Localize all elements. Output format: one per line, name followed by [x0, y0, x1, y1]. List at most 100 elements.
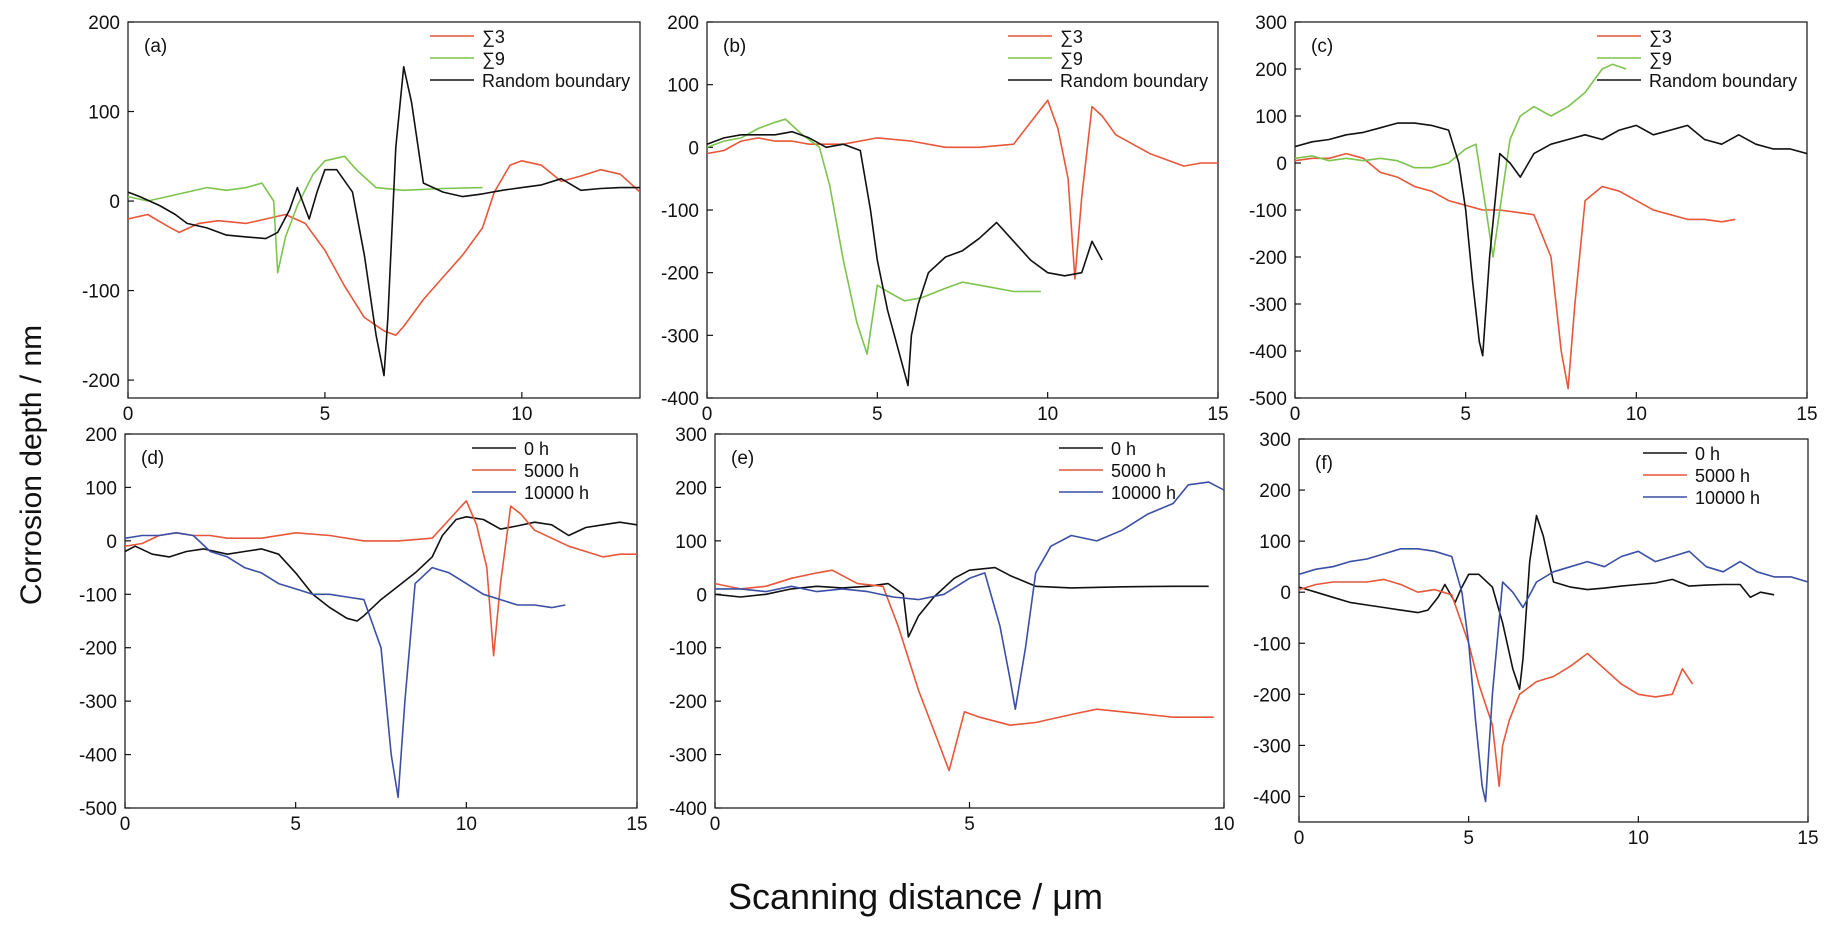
y-tick-label: 0 — [1276, 154, 1287, 175]
panel-4: 0 5 10 300 200 100 0 -100 -200 -300 -400 (e) 0 h5000… — [669, 425, 1235, 835]
x-tick-label: 10 — [1628, 828, 1649, 849]
series-line-2 — [707, 130, 1103, 387]
legend-label: 0 h — [1111, 439, 1136, 459]
y-tick-label: -100 — [661, 201, 699, 222]
y-tick-label: -300 — [661, 326, 699, 347]
series-line-1 — [707, 118, 1041, 355]
series-line-1 — [125, 499, 637, 657]
series-line-0 — [715, 566, 1209, 638]
x-tick-label: 0 — [710, 814, 721, 835]
x-tick-label: 0 — [702, 404, 713, 425]
x-tick-label: 0 — [1294, 828, 1305, 849]
y-tick-label: 100 — [667, 76, 699, 97]
x-tick-label: 10 — [511, 404, 532, 425]
y-tick-label: 300 — [1259, 430, 1291, 451]
y-tick-label: -400 — [661, 389, 699, 410]
series-line-2 — [1299, 547, 1808, 803]
y-tick-label: -300 — [79, 692, 117, 713]
legend-label: 5000 h — [524, 461, 579, 481]
y-tick-label: 100 — [675, 532, 707, 553]
series-line-0 — [128, 160, 640, 337]
legend-label: ∑9 — [1649, 49, 1672, 69]
panel-label: (e) — [731, 448, 754, 469]
series-line-2 — [715, 481, 1224, 711]
panel-label: (d) — [141, 448, 164, 469]
panel-1: 0 5 10 15 200 100 0 -100 -200 -300 -400 (b) ∑3∑9Rand… — [661, 13, 1229, 425]
y-tick-label: -100 — [1253, 634, 1291, 655]
y-tick-label: -300 — [1253, 736, 1291, 757]
legend-label: ∑3 — [482, 27, 505, 47]
x-tick-label: 0 — [120, 814, 131, 835]
y-tick-label: -400 — [669, 799, 707, 820]
y-tick-label: -300 — [1249, 295, 1287, 316]
series-line-0 — [707, 99, 1218, 280]
panel-label: (c) — [1311, 36, 1333, 57]
legend-label: Random boundary — [482, 71, 630, 91]
x-tick-label: 0 — [1290, 404, 1301, 425]
series-line-1 — [1295, 63, 1627, 258]
y-tick-label: -200 — [82, 371, 120, 392]
y-tick-label: 200 — [1255, 60, 1287, 81]
y-tick-label: -100 — [82, 282, 120, 303]
y-tick-label: 100 — [1259, 532, 1291, 553]
plot-frame — [127, 21, 641, 399]
y-tick-label: 0 — [1280, 583, 1291, 604]
legend-label: ∑3 — [1060, 27, 1083, 47]
legend-label: 5000 h — [1111, 461, 1166, 481]
plot-frame — [124, 433, 638, 809]
panel-label: (f) — [1315, 453, 1333, 474]
series-line-1 — [715, 569, 1214, 772]
legend-label: Random boundary — [1060, 71, 1208, 91]
series-line-0 — [1299, 514, 1775, 691]
legend-label: 5000 h — [1695, 466, 1750, 486]
x-tick-label: 5 — [1463, 828, 1474, 849]
figure-xlabel: Scanning distance / μm — [728, 876, 1103, 917]
y-tick-label: 0 — [696, 585, 707, 606]
plot-frame — [1298, 438, 1809, 823]
y-tick-label: -200 — [1253, 685, 1291, 706]
legend-label: 0 h — [1695, 444, 1720, 464]
y-tick-label: 0 — [106, 532, 117, 553]
y-tick-label: 200 — [667, 13, 699, 34]
x-tick-label: 10 — [1626, 404, 1647, 425]
legend-label: 10000 h — [1111, 483, 1176, 503]
panel-3: 0 5 10 15 200 100 0 -100 -200 -300 -400 -500 (d) 0 h5… — [79, 425, 648, 835]
y-tick-label: -400 — [79, 746, 117, 767]
series-line-0 — [125, 515, 637, 622]
panel-label: (b) — [723, 36, 746, 57]
y-tick-label: 0 — [109, 192, 120, 213]
x-tick-label: 15 — [1207, 404, 1228, 425]
y-tick-label: -100 — [79, 585, 117, 606]
y-tick-label: 0 — [688, 138, 699, 159]
x-tick-label: 5 — [1460, 404, 1471, 425]
y-tick-label: 300 — [1255, 13, 1287, 34]
y-tick-label: 100 — [1255, 107, 1287, 128]
series-line-2 — [128, 66, 640, 377]
legend-label: 10000 h — [1695, 488, 1760, 508]
x-tick-label: 15 — [1796, 404, 1817, 425]
y-tick-label: 300 — [675, 425, 707, 446]
panel-5: 0 5 10 15 300 200 100 0 -100 -200 -300 -400 (f) 0 h50… — [1253, 430, 1819, 849]
y-tick-label: 200 — [675, 478, 707, 499]
series-line-1 — [128, 155, 483, 274]
legend-label: Random boundary — [1649, 71, 1797, 91]
x-tick-label: 5 — [964, 814, 975, 835]
y-tick-label: -200 — [661, 264, 699, 285]
x-tick-label: 5 — [320, 404, 331, 425]
x-tick-label: 10 — [1037, 404, 1058, 425]
panel-label: (a) — [144, 36, 167, 57]
legend-label: 0 h — [524, 439, 549, 459]
legend-label: ∑9 — [482, 49, 505, 69]
y-tick-label: 200 — [85, 425, 117, 446]
series-line-1 — [1299, 578, 1694, 788]
y-tick-label: -200 — [79, 639, 117, 660]
series-line-2 — [125, 531, 566, 799]
x-tick-label: 15 — [626, 814, 647, 835]
panel-2: 0 5 10 15 300 200 100 0 -100 -200 -300 -400 -500 (c) ∑… — [1249, 13, 1818, 425]
y-tick-label: -400 — [1253, 787, 1291, 808]
y-tick-label: 100 — [85, 478, 117, 499]
series-line-2 — [1295, 122, 1807, 357]
x-tick-label: 10 — [1213, 814, 1234, 835]
